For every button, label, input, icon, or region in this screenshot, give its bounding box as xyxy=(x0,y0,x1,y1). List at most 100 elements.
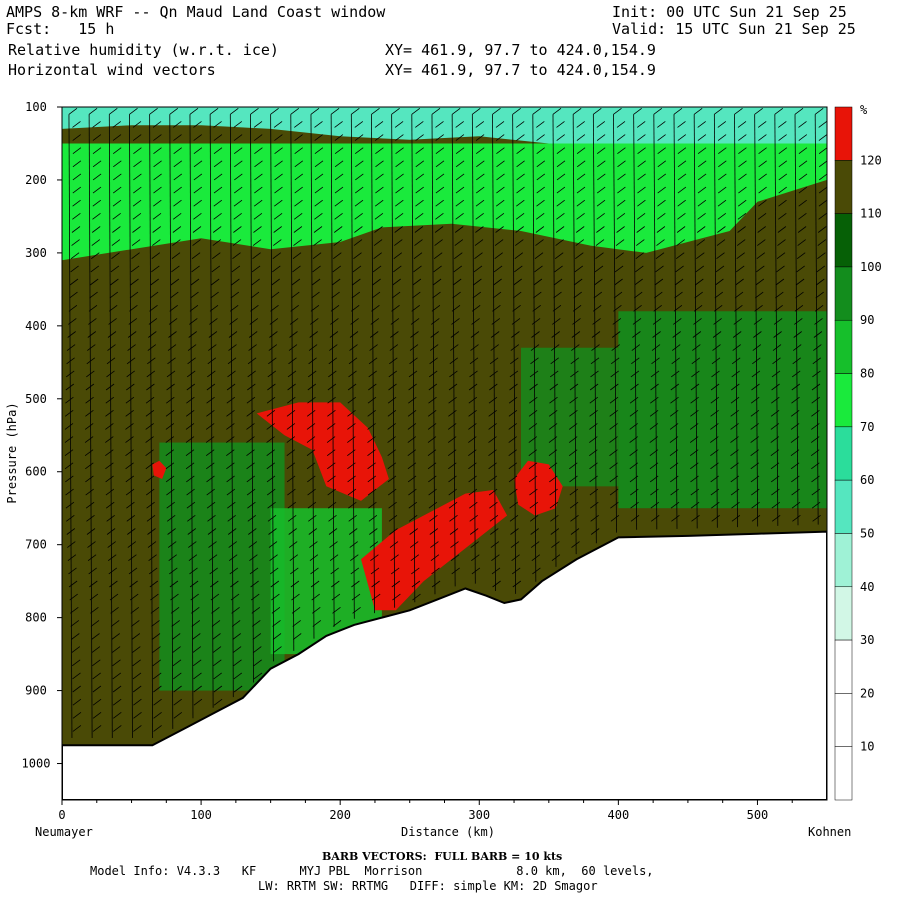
barb-column xyxy=(125,107,142,738)
colorbar-swatch xyxy=(834,160,853,214)
barb-staff xyxy=(169,114,174,729)
barb-staff xyxy=(592,114,597,544)
barb-feathers xyxy=(810,107,827,522)
barb-feathers xyxy=(326,107,344,627)
colorbar-label: 60 xyxy=(860,473,874,487)
barb-staff xyxy=(653,114,658,530)
colorbar-label: 10 xyxy=(860,740,874,754)
barb-feathers xyxy=(790,107,808,522)
barb-feathers xyxy=(770,107,788,522)
barb-staff xyxy=(270,114,275,662)
barb-staff xyxy=(713,114,718,528)
barb-staff xyxy=(229,114,234,698)
barb-feathers xyxy=(427,107,445,588)
colorbar-swatch xyxy=(834,639,853,694)
barb-column xyxy=(64,107,82,738)
barb-staff xyxy=(431,114,436,595)
barb-column xyxy=(810,107,827,525)
barb-staff xyxy=(673,114,678,529)
rh-band-low xyxy=(159,442,285,691)
barb-feathers xyxy=(306,107,324,627)
barb-feathers xyxy=(649,107,667,522)
barb-column xyxy=(326,107,344,627)
right-endpoint-label: Kohnen xyxy=(808,825,851,839)
forecast-hour: Fcst: 15 h xyxy=(6,20,115,38)
barb-feathers xyxy=(710,107,727,522)
barb-column xyxy=(589,107,606,544)
y-tick-label: 1000 xyxy=(22,757,51,771)
y-axis: 100 200 300 400 500 600 700 800 900 1000 xyxy=(22,100,62,771)
colorbar-label: 40 xyxy=(860,580,874,594)
y-tick-label: 600 xyxy=(25,465,47,479)
colorbar-swatch xyxy=(834,479,853,534)
barb-staff xyxy=(512,114,517,594)
barb-staff xyxy=(572,114,577,555)
xy-range-2: XY= 461.9, 97.7 to 424.0,154.9 xyxy=(385,61,656,79)
left-endpoint-label: Neumayer xyxy=(35,825,93,839)
barb-column xyxy=(770,107,788,526)
x-tick-label: 0 xyxy=(58,808,65,822)
y-tick-label: 200 xyxy=(25,173,47,187)
field-name-1: Relative humidity (w.r.t. ice) xyxy=(8,41,279,59)
model-info-line-2: LW: RRTM SW: RRTMG DIFF: simple KM: 2D S… xyxy=(258,879,598,893)
barb-staff xyxy=(391,114,396,608)
barb-column xyxy=(548,107,566,567)
barb-staff xyxy=(250,114,254,683)
barb-feathers xyxy=(609,107,626,522)
barb-column xyxy=(710,107,727,528)
colorbar-swatch xyxy=(834,266,853,321)
barb-column xyxy=(347,107,364,619)
x-axis: 0 100 200 300 400 500 xyxy=(58,800,793,822)
colorbar-label: 50 xyxy=(860,526,874,540)
barb-column xyxy=(185,107,203,719)
barb-feathers xyxy=(528,107,546,575)
barb-column xyxy=(286,107,304,651)
barb-staff xyxy=(754,114,759,527)
barb-column xyxy=(528,107,546,582)
barb-staff xyxy=(149,114,154,738)
barb-column xyxy=(649,107,667,530)
barb-feathers xyxy=(629,107,646,522)
rh-contour-saturated-pocket-4 xyxy=(152,460,167,479)
barb-column xyxy=(387,107,404,608)
colorbar-label: 30 xyxy=(860,633,874,647)
rh-contour-saturated-pocket-3 xyxy=(514,460,563,516)
barb-column xyxy=(205,107,223,708)
barb-staff xyxy=(451,114,456,587)
colorbar-swatch xyxy=(834,319,853,374)
rh-contour-upper-moist-band xyxy=(62,143,827,261)
barb-column xyxy=(609,107,626,533)
barb-column xyxy=(730,107,747,528)
barb-staff xyxy=(633,114,638,530)
colorbar-swatch xyxy=(834,213,853,268)
barb-column xyxy=(367,107,384,614)
colorbar-swatch xyxy=(834,586,853,641)
rh-contour-lower-stratosphere xyxy=(62,107,827,166)
wind-barbs xyxy=(64,107,827,738)
y-tick-label: 400 xyxy=(25,319,47,333)
colorbar-swatch xyxy=(834,426,853,481)
barb-staff xyxy=(774,114,779,526)
barb-feathers xyxy=(669,107,687,522)
barb-column xyxy=(427,107,445,595)
colorbar-label: 110 xyxy=(860,207,882,221)
barb-feathers xyxy=(750,107,767,522)
barb-column xyxy=(447,107,465,587)
barb-staff xyxy=(734,114,738,528)
barb-staff xyxy=(310,114,315,639)
colorbar-swatch xyxy=(834,746,853,801)
barb-staff xyxy=(814,114,819,525)
x-tick-label: 300 xyxy=(468,808,490,822)
barb-column xyxy=(750,107,767,527)
barb-feathers xyxy=(689,107,707,522)
barb-staff xyxy=(209,114,214,708)
x-tick-label: 500 xyxy=(747,808,769,822)
barb-feathers xyxy=(730,107,747,522)
colorbar-label: 20 xyxy=(860,686,874,700)
barb-column xyxy=(84,107,102,738)
xy-range-1: XY= 461.9, 97.7 to 424.0,154.9 xyxy=(385,41,656,59)
colorbar-swatch xyxy=(834,373,853,428)
barb-staff xyxy=(350,114,355,619)
y-tick-label: 500 xyxy=(25,392,47,406)
